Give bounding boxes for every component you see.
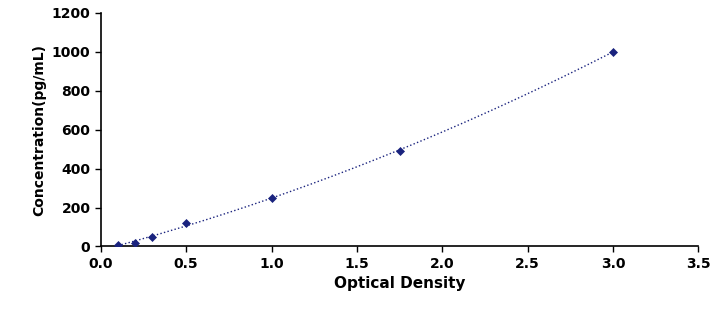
Y-axis label: Concentration(pg/mL): Concentration(pg/mL) bbox=[32, 44, 46, 216]
X-axis label: Optical Density: Optical Density bbox=[334, 276, 465, 291]
